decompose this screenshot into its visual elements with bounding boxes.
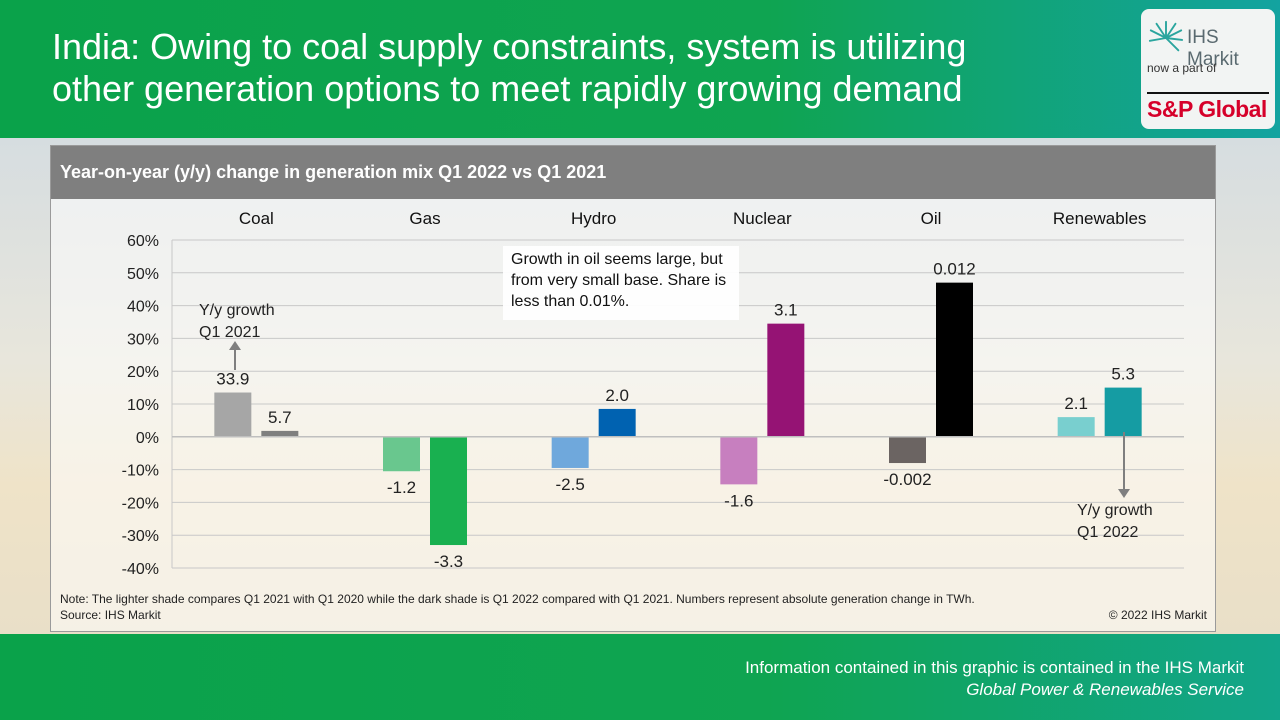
data-label: 2.0 (605, 386, 629, 405)
y-tick-label: 0% (136, 430, 159, 447)
category-label: Coal (239, 209, 274, 228)
bar (383, 436, 420, 472)
data-label: -3.3 (434, 552, 463, 571)
oil-callout: Growth in oil seems large, but from very… (503, 246, 739, 320)
data-label: 3.1 (774, 301, 798, 320)
y-tick-label: -40% (122, 561, 159, 578)
arrow-down-icon (1118, 489, 1130, 498)
bar (214, 392, 252, 437)
chart-copyright: © 2022 IHS Markit (1108, 608, 1207, 622)
y-tick-label: 20% (127, 364, 159, 381)
arrow-up-icon (229, 341, 241, 350)
data-label: -0.002 (883, 470, 931, 489)
y-tick-label: 10% (127, 397, 159, 414)
chart-source: Source: IHS Markit (60, 608, 161, 622)
q1-2021-annotation: Y/y growth Q1 2021 (199, 300, 275, 344)
category-label: Gas (409, 209, 440, 228)
bar (261, 430, 299, 437)
q1-2022-annotation: Y/y growth Q1 2022 (1077, 500, 1153, 544)
data-label: -1.6 (724, 491, 753, 510)
bar (720, 436, 758, 485)
y-tick-label: 40% (127, 299, 159, 316)
ihs-markit-logo: IHS Markit now a part of S&P Global (1141, 9, 1275, 129)
logo-tagline: now a part of (1147, 61, 1217, 75)
y-tick-label: 50% (127, 266, 159, 283)
bar (767, 323, 805, 437)
data-label: 5.3 (1111, 365, 1135, 384)
y-tick-label: 30% (127, 331, 159, 348)
sp-global-logo: S&P Global (1147, 96, 1267, 122)
footer-banner: Information contained in this graphic is… (0, 634, 1280, 720)
data-label: 5.7 (268, 408, 292, 427)
starburst-icon (1148, 20, 1184, 52)
footer-service-name: Global Power & Renewables Service (966, 680, 1244, 699)
q1-2021-annotation-line1: Y/y growth (199, 302, 275, 319)
q1-2021-annotation-line2: Q1 2021 (199, 324, 261, 341)
footer-line1: Information contained in this graphic is… (745, 658, 1244, 677)
q1-2022-annotation-line2: Q1 2022 (1077, 524, 1139, 541)
bar (1057, 417, 1095, 437)
data-label: -2.5 (556, 475, 585, 494)
page-title: India: Owing to coal supply constraints,… (52, 26, 967, 109)
logo-brand: IHS Markit (1187, 27, 1239, 70)
bar (889, 436, 926, 464)
bar (936, 282, 973, 437)
y-tick-label: -30% (122, 528, 159, 545)
y-tick-label: -10% (122, 463, 159, 480)
category-label: Hydro (571, 209, 616, 228)
category-label: Renewables (1053, 209, 1147, 228)
logo-divider (1147, 92, 1269, 94)
bar (1104, 387, 1142, 437)
data-label: 0.012 (933, 260, 976, 279)
category-label: Oil (921, 209, 942, 228)
chart-title: Year-on-year (y/y) change in generation … (51, 146, 1215, 199)
data-label: -1.2 (387, 478, 416, 497)
header-banner: India: Owing to coal supply constraints,… (0, 0, 1280, 138)
data-label: 33.9 (216, 370, 249, 389)
chart-note: Note: The lighter shade compares Q1 2021… (60, 592, 975, 606)
y-tick-label: -20% (122, 495, 159, 512)
bar (430, 436, 467, 546)
y-tick-label: 60% (127, 233, 159, 250)
bar (598, 408, 636, 437)
chart-panel: Year-on-year (y/y) change in generation … (50, 145, 1216, 632)
category-label: Nuclear (733, 209, 792, 228)
data-label: 2.1 (1064, 394, 1088, 413)
bar (551, 436, 589, 468)
q1-2022-annotation-line1: Y/y growth (1077, 502, 1153, 519)
